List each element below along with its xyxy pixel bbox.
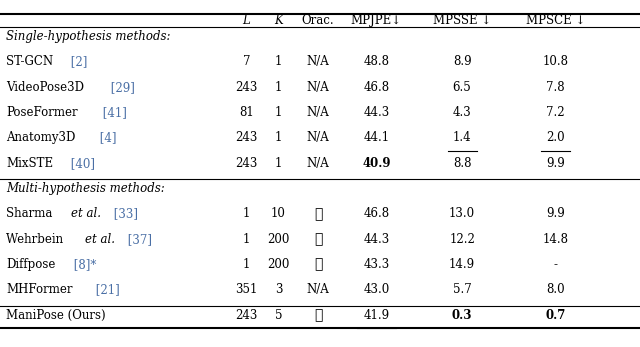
Text: MHFormer: MHFormer (6, 283, 73, 296)
Text: 5.7: 5.7 (452, 283, 472, 296)
Text: 7.2: 7.2 (546, 106, 565, 119)
Text: N/A: N/A (307, 283, 330, 296)
Text: 1.4: 1.4 (452, 132, 472, 144)
Text: [8]*: [8]* (70, 258, 97, 271)
Text: 10.8: 10.8 (543, 56, 568, 68)
Text: et al.: et al. (85, 233, 115, 246)
Text: ✓: ✓ (314, 257, 323, 272)
Text: [37]: [37] (124, 233, 152, 246)
Text: ✓: ✓ (314, 308, 323, 322)
Text: 41.9: 41.9 (364, 309, 389, 322)
Text: 43.0: 43.0 (363, 283, 390, 296)
Text: 48.8: 48.8 (364, 56, 389, 68)
Text: MPSCE ↓: MPSCE ↓ (526, 14, 585, 27)
Text: 46.8: 46.8 (364, 81, 389, 94)
Text: 46.8: 46.8 (364, 208, 389, 220)
Text: [41]: [41] (99, 106, 127, 119)
Text: Wehrbein: Wehrbein (6, 233, 67, 246)
Text: 1: 1 (243, 258, 250, 271)
Text: Single-hypothesis methods:: Single-hypothesis methods: (6, 30, 171, 43)
Text: ✓: ✓ (314, 232, 323, 246)
Text: 0.3: 0.3 (452, 309, 472, 322)
Text: 200: 200 (268, 258, 289, 271)
Text: K: K (274, 14, 283, 27)
Text: 1: 1 (275, 106, 282, 119)
Text: 44.3: 44.3 (363, 233, 390, 246)
Text: 81: 81 (239, 106, 254, 119)
Text: 14.9: 14.9 (449, 258, 475, 271)
Text: 0.7: 0.7 (545, 309, 566, 322)
Text: [33]: [33] (110, 208, 138, 220)
Text: 5: 5 (275, 309, 282, 322)
Text: ✓: ✓ (314, 207, 323, 221)
Text: Orac.: Orac. (302, 14, 334, 27)
Text: 351: 351 (236, 283, 257, 296)
Text: Sharma: Sharma (6, 208, 56, 220)
Text: MPJPE↓: MPJPE↓ (351, 14, 402, 27)
Text: 12.2: 12.2 (449, 233, 475, 246)
Text: N/A: N/A (307, 56, 330, 68)
Text: L: L (243, 14, 250, 27)
Text: PoseFormer: PoseFormer (6, 106, 78, 119)
Text: Anatomy3D: Anatomy3D (6, 132, 76, 144)
Text: N/A: N/A (307, 106, 330, 119)
Text: -: - (554, 258, 557, 271)
Text: 1: 1 (243, 233, 250, 246)
Text: 4.3: 4.3 (452, 106, 472, 119)
Text: 8.9: 8.9 (452, 56, 472, 68)
Text: N/A: N/A (307, 81, 330, 94)
Text: 1: 1 (275, 56, 282, 68)
Text: 243: 243 (236, 309, 257, 322)
Text: Diffpose: Diffpose (6, 258, 56, 271)
Text: 1: 1 (243, 208, 250, 220)
Text: [29]: [29] (107, 81, 135, 94)
Text: N/A: N/A (307, 157, 330, 170)
Text: 2.0: 2.0 (546, 132, 565, 144)
Text: 7.8: 7.8 (546, 81, 565, 94)
Text: et al.: et al. (71, 208, 101, 220)
Text: 13.0: 13.0 (449, 208, 475, 220)
Text: MixSTE: MixSTE (6, 157, 54, 170)
Text: 6.5: 6.5 (452, 81, 472, 94)
Text: 1: 1 (275, 157, 282, 170)
Text: 44.1: 44.1 (364, 132, 389, 144)
Text: 1: 1 (275, 132, 282, 144)
Text: [2]: [2] (67, 56, 88, 68)
Text: 40.9: 40.9 (362, 157, 390, 170)
Text: 8.8: 8.8 (453, 157, 471, 170)
Text: 243: 243 (236, 157, 257, 170)
Text: [4]: [4] (96, 132, 116, 144)
Text: 200: 200 (268, 233, 289, 246)
Text: 1: 1 (275, 81, 282, 94)
Text: 7: 7 (243, 56, 250, 68)
Text: 10: 10 (271, 208, 286, 220)
Text: ST-GCN: ST-GCN (6, 56, 54, 68)
Text: 243: 243 (236, 132, 257, 144)
Text: 9.9: 9.9 (546, 157, 565, 170)
Text: Multi-hypothesis methods:: Multi-hypothesis methods: (6, 182, 165, 195)
Text: 14.8: 14.8 (543, 233, 568, 246)
Text: ManiPose (Ours): ManiPose (Ours) (6, 309, 106, 322)
Text: 43.3: 43.3 (363, 258, 390, 271)
Text: [21]: [21] (92, 283, 120, 296)
Text: 8.0: 8.0 (546, 283, 565, 296)
Text: 9.9: 9.9 (546, 208, 565, 220)
Text: VideoPose3D: VideoPose3D (6, 81, 84, 94)
Text: 44.3: 44.3 (363, 106, 390, 119)
Text: 3: 3 (275, 283, 282, 296)
Text: N/A: N/A (307, 132, 330, 144)
Text: [40]: [40] (67, 157, 95, 170)
Text: 243: 243 (236, 81, 257, 94)
Text: MPSSE ↓: MPSSE ↓ (433, 14, 492, 27)
